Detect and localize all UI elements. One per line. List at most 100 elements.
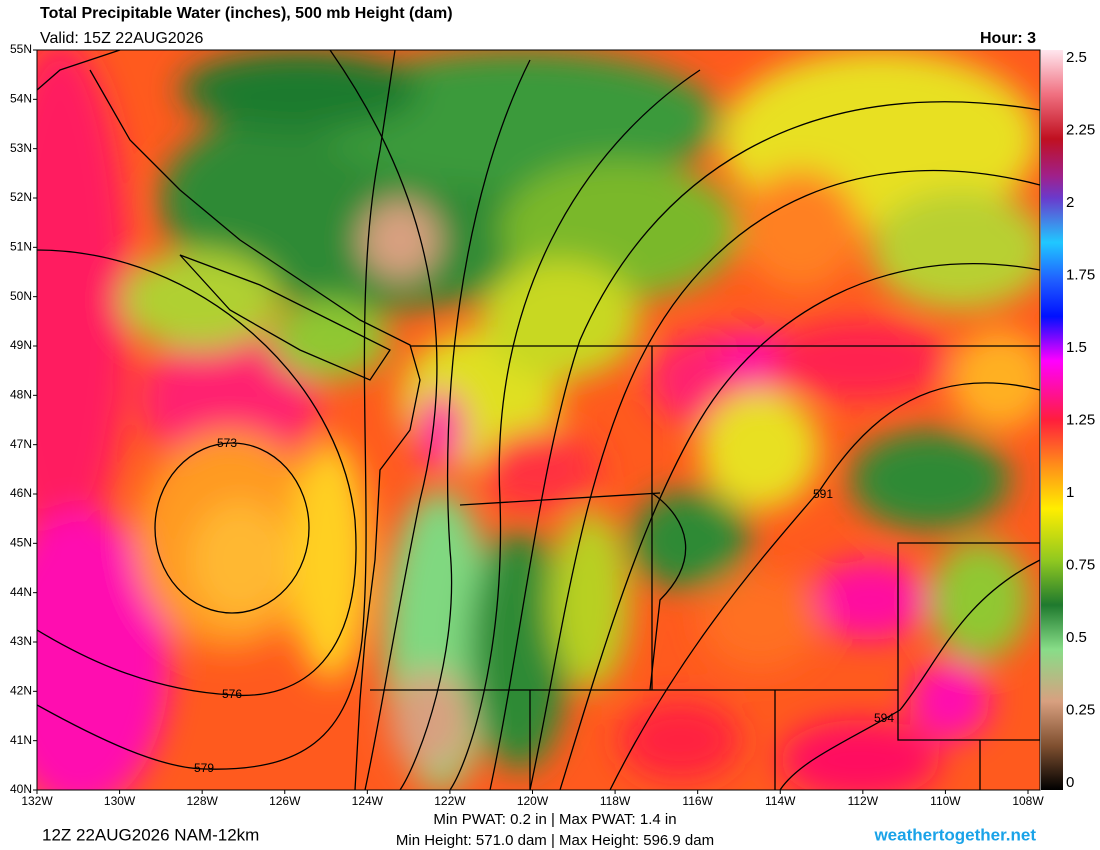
pwat-stats: Min PWAT: 0.2 in | Max PWAT: 1.4 in: [433, 811, 676, 828]
lat-label: 45N: [10, 536, 32, 550]
lon-label: 126W: [269, 794, 301, 808]
contour-label: 576: [222, 687, 242, 701]
model-run: 12Z 22AUG2026 NAM-12km: [42, 825, 259, 844]
contour-label: 579: [194, 761, 214, 775]
colorbar-label: 0.5: [1066, 629, 1087, 646]
valid-time: Valid: 15Z 22AUG2026: [40, 30, 203, 47]
field-blob: [850, 430, 1010, 530]
colorbar-label: 0.25: [1066, 701, 1095, 718]
field-blob: [780, 720, 940, 790]
lat-label: 47N: [10, 437, 32, 451]
field-blob: [930, 540, 1030, 660]
field-blob: [470, 530, 570, 770]
forecast-hour: Hour: 3: [980, 30, 1036, 47]
lon-label: 124W: [352, 794, 384, 808]
field-blob: [120, 250, 280, 350]
field-blob: [480, 260, 640, 380]
field-blob: [360, 200, 440, 280]
map-line: [529, 169, 1040, 790]
colorbar-label: 1.5: [1066, 339, 1087, 356]
pwat-field: [37, 50, 1040, 790]
colorbar-label: 0.75: [1066, 556, 1095, 573]
title: Total Precipitable Water (inches), 500 m…: [40, 5, 453, 22]
field-blob: [550, 510, 630, 690]
map-line: [154, 442, 310, 614]
field-blob: [37, 510, 170, 790]
lat-label: 53N: [10, 141, 32, 155]
lon-label: 128W: [186, 794, 218, 808]
map-line: [37, 249, 357, 697]
colorbar-label: 1.75: [1066, 266, 1095, 283]
field-blob: [700, 570, 820, 670]
field-blob: [320, 50, 720, 190]
map-line: [399, 59, 531, 790]
field-blob: [270, 300, 390, 380]
map-line: [609, 382, 1040, 790]
lat-label: 55N: [10, 42, 32, 56]
field-blob: [480, 430, 600, 510]
lat-label: 44N: [10, 585, 32, 599]
lon-label: 122W: [434, 794, 466, 808]
colorbar-label: 0: [1066, 774, 1074, 791]
lon-label: 118W: [600, 794, 631, 808]
contour-label: 573: [217, 436, 237, 450]
lat-label: 52N: [10, 190, 32, 204]
field-blob: [950, 330, 1040, 430]
field-blob: [190, 500, 290, 620]
lat-label: 51N: [10, 240, 32, 254]
colorbar-label: 1: [1066, 484, 1074, 501]
field-blob: [180, 50, 420, 130]
field-blob: [37, 50, 130, 560]
lat-label: 54N: [10, 92, 32, 106]
contours-borders: [37, 50, 1040, 790]
lon-label: 110W: [930, 794, 961, 808]
field-blob: [810, 560, 930, 640]
lon-label: 132W: [21, 794, 53, 808]
contour-label: 594: [874, 711, 894, 725]
map-line: [489, 101, 1040, 790]
lat-label: 46N: [10, 486, 32, 500]
field-blob: [740, 170, 860, 290]
map-line: [649, 492, 687, 691]
field-blob: [290, 440, 370, 680]
contour-label: 591: [813, 487, 833, 501]
colorbar-label: 1.25: [1066, 411, 1095, 428]
field-blob: [870, 190, 1040, 310]
lat-label: 42N: [10, 684, 32, 698]
colorbar-label: 2.25: [1066, 121, 1095, 138]
map-line: [179, 254, 391, 381]
lat-label: 50N: [10, 289, 32, 303]
map-line: [449, 69, 701, 790]
colorbar: [1041, 50, 1063, 790]
field-blob: [700, 390, 820, 510]
lon-label: 108W: [1012, 794, 1044, 808]
map-line: [779, 559, 1040, 790]
map-area: [37, 50, 1040, 790]
lat-label: 43N: [10, 634, 32, 648]
colorbar-label: 2.5: [1066, 49, 1087, 66]
lon-label: 112W: [848, 794, 879, 808]
lat-label: 49N: [10, 338, 32, 352]
field-blob: [620, 700, 740, 780]
site-link[interactable]: weathertogether.net: [873, 825, 1036, 844]
field-blob: [910, 660, 990, 740]
field-blob: [770, 320, 950, 400]
lon-label: 116W: [682, 794, 713, 808]
map-line: [559, 262, 1040, 790]
lat-label: 40N: [10, 782, 32, 796]
field-blob: [140, 330, 320, 470]
lon-label: 114W: [765, 794, 796, 808]
field-blob: [630, 490, 750, 590]
lat-label: 48N: [10, 388, 32, 402]
height-stats: Min Height: 571.0 dam | Max Height: 596.…: [396, 832, 714, 849]
map-frame: [36, 49, 1041, 791]
lon-label: 120W: [517, 794, 549, 808]
lat-label: 41N: [10, 733, 32, 747]
map-line: [37, 50, 396, 770]
field-blob: [415, 390, 465, 470]
map-line: [37, 50, 421, 790]
colorbar-label: 2: [1066, 194, 1074, 211]
map-line: [329, 50, 438, 790]
